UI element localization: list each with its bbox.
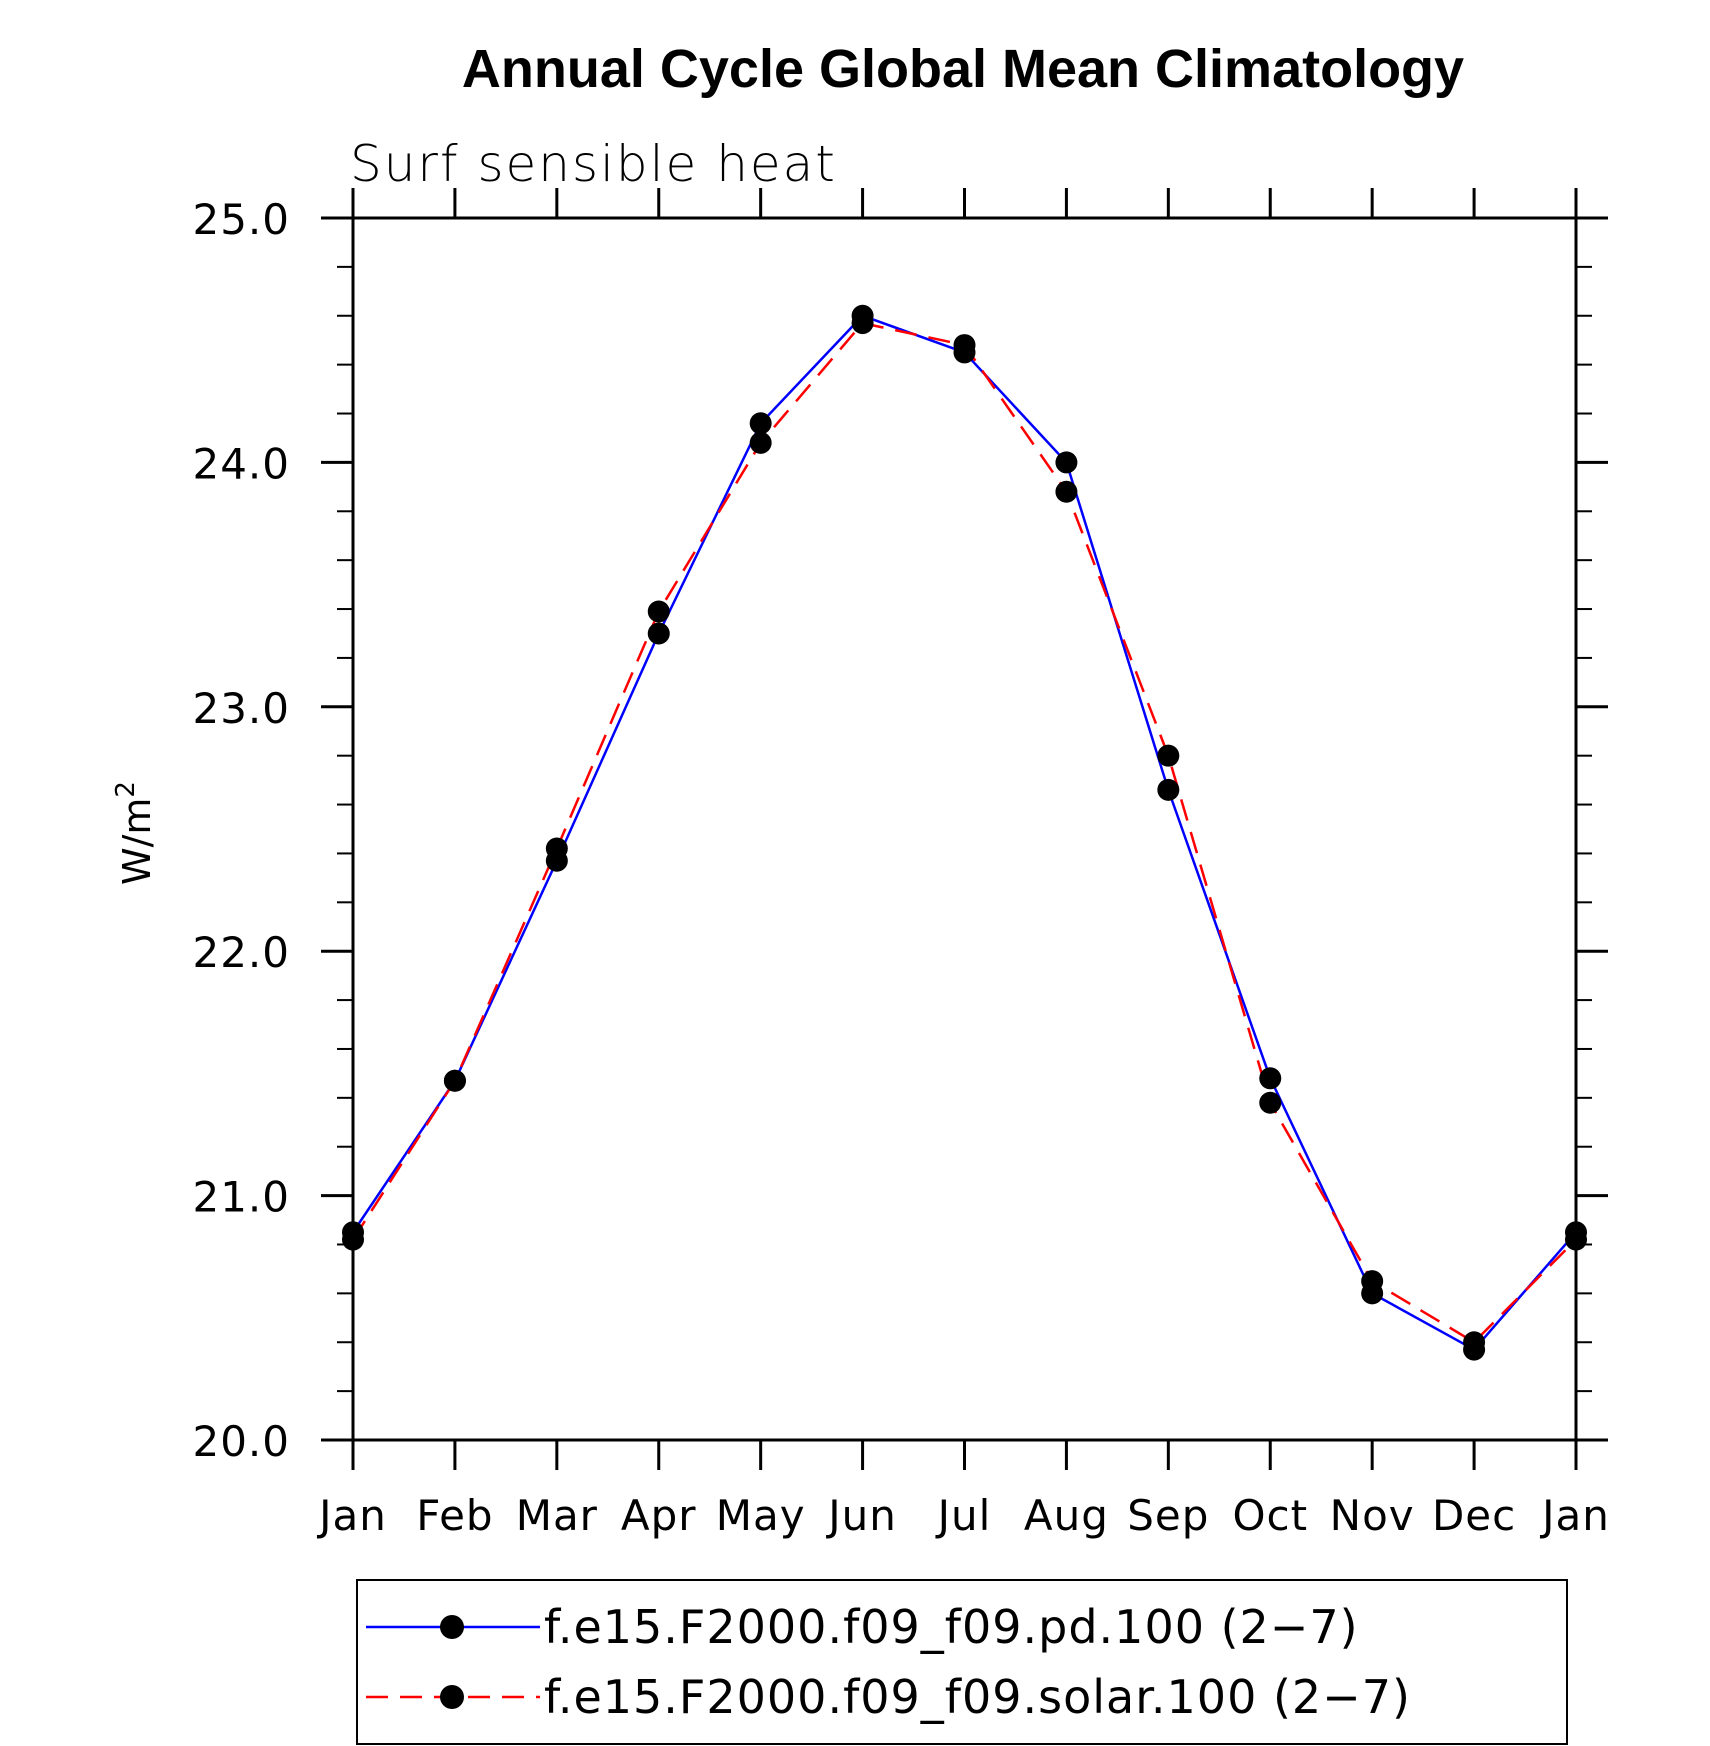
plot-frame <box>351 216 1578 1442</box>
series-line-1 <box>351 321 1577 1344</box>
series-1-point <box>1463 1331 1486 1354</box>
x-tick-label: Dec <box>1432 1491 1516 1540</box>
series-0-point <box>1157 778 1180 801</box>
chart-subtitle: Surf sensible heat <box>350 135 837 193</box>
x-tick-label: May <box>716 1491 806 1540</box>
x-tick-label: Apr <box>621 1491 697 1540</box>
x-tick-label: Mar <box>516 1491 598 1540</box>
y-tick-label: 21.0 <box>192 1173 290 1222</box>
y-axis-label-text: W/m <box>115 798 159 885</box>
series-1-point <box>443 1069 466 1092</box>
series-1-point <box>1055 480 1078 503</box>
x-tick-label: Jul <box>935 1491 992 1540</box>
series-1-point <box>545 837 568 860</box>
series-1-point <box>342 1228 364 1251</box>
axes: Jan Feb Mar Apr May Jun Jul Aug Sep Oct Nov Dec Jan 2… <box>192 188 1609 1540</box>
svg-text:W/m2: W/m2 <box>111 781 159 885</box>
y-tick-label: 22.0 <box>192 928 290 977</box>
x-tick-label: Feb <box>416 1491 493 1540</box>
series-0-point <box>1259 1067 1282 1090</box>
legend-box <box>356 1579 1568 1745</box>
y-tick-label: 23.0 <box>192 684 290 733</box>
series-1-point <box>749 431 772 454</box>
series-1-point <box>953 334 976 357</box>
y-tick-label: 20.0 <box>192 1417 290 1466</box>
y-tick-label: 24.0 <box>192 439 290 488</box>
series-0-point <box>749 412 772 435</box>
series-1-point <box>1565 1228 1587 1251</box>
series-1-point <box>1157 744 1180 767</box>
legend-label-solar: f.e15.F2000.f09_f09.solar.100 (2−7) <box>544 1670 1411 1724</box>
series-1-point <box>1259 1091 1282 1114</box>
x-tick-label: Nov <box>1330 1491 1415 1540</box>
series-1-point <box>851 312 874 335</box>
x-tick-label: Aug <box>1024 1491 1109 1540</box>
y-axis-label-sup: 2 <box>111 781 141 798</box>
series-line-0 <box>351 314 1577 1352</box>
y-tick-label: 25.0 <box>192 195 290 244</box>
x-tick-label: Jan <box>316 1491 387 1540</box>
legend: f.e15.F2000.f09_f09.pd.100 (2−7) f.e15.F… <box>356 1579 1568 1745</box>
x-tick-label: Sep <box>1127 1491 1209 1540</box>
series-1-point <box>1361 1270 1384 1293</box>
series-1-point <box>647 600 670 623</box>
legend-marker-pd <box>440 1615 464 1639</box>
x-tick-label: Jan <box>1539 1491 1610 1540</box>
x-tick-label: Oct <box>1232 1491 1308 1540</box>
y-axis-label: W/m2 <box>111 781 159 885</box>
series-layer <box>342 304 1587 1361</box>
series-0-point <box>647 622 670 645</box>
legend-label-pd: f.e15.F2000.f09_f09.pd.100 (2−7) <box>544 1600 1359 1654</box>
x-tick-label: Jun <box>825 1491 897 1540</box>
chart-title: Annual Cycle Global Mean Climatology <box>462 39 1464 99</box>
legend-marker-solar <box>440 1685 464 1709</box>
series-0-point <box>1055 451 1078 474</box>
